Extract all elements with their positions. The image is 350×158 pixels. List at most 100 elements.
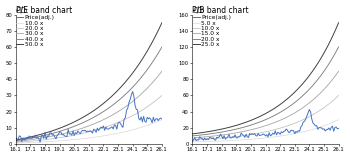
Price(adj.): [14, 136, 18, 138]
Price(adj.): [307, 109, 312, 110]
Line: 10.0 x: 10.0 x: [16, 120, 162, 143]
30.0 x: [150, 82, 154, 84]
25.0 x: [282, 101, 286, 103]
5.0 x: [327, 123, 331, 125]
10.0 x: [336, 94, 341, 96]
50.0 x: [160, 22, 164, 24]
Price(adj.): [49, 132, 53, 134]
50.0 x: [112, 93, 117, 95]
10.0 x: [252, 133, 257, 135]
15.0 x: [336, 70, 341, 72]
25.0 x: [252, 118, 257, 120]
10.0 x: [190, 139, 195, 141]
40.0 x: [112, 103, 117, 105]
25.0 x: [190, 133, 195, 135]
10.0 x: [289, 124, 293, 126]
30.0 x: [160, 70, 164, 72]
Price(adj.): [289, 129, 293, 131]
20.0 x: [105, 126, 109, 128]
20.0 x: [336, 46, 341, 48]
Price(adj.): [113, 125, 118, 126]
10.0 x: [28, 142, 33, 143]
Price(adj.): [336, 128, 341, 129]
20.0 x: [282, 109, 286, 111]
Text: (천원): (천원): [193, 8, 205, 13]
40.0 x: [14, 140, 18, 142]
20.0 x: [76, 134, 80, 135]
30.0 x: [112, 113, 117, 115]
Line: Price(adj.): Price(adj.): [193, 109, 338, 142]
Line: 20.0 x: 20.0 x: [193, 47, 338, 136]
25.0 x: [336, 22, 341, 24]
Price(adj.): [77, 132, 81, 134]
10.0 x: [150, 123, 154, 125]
40.0 x: [150, 62, 154, 64]
Line: 20.0 x: 20.0 x: [16, 95, 162, 142]
5.0 x: [289, 133, 293, 135]
Price(adj.): [282, 130, 286, 132]
50.0 x: [76, 119, 80, 121]
20.0 x: [14, 141, 18, 143]
10.0 x: [48, 141, 52, 143]
30.0 x: [48, 136, 52, 137]
20.0 x: [150, 102, 154, 104]
10.0 x: [160, 119, 164, 121]
20.0 x: [48, 138, 52, 140]
30.0 x: [105, 117, 109, 119]
Line: 30.0 x: 30.0 x: [16, 71, 162, 142]
Price(adj.): [38, 141, 42, 143]
20.0 x: [224, 130, 229, 132]
20.0 x: [252, 123, 257, 125]
25.0 x: [224, 127, 229, 129]
30.0 x: [28, 139, 33, 141]
Line: 15.0 x: 15.0 x: [193, 71, 338, 138]
50.0 x: [28, 136, 33, 138]
10.0 x: [105, 134, 109, 136]
40.0 x: [48, 133, 52, 135]
5.0 x: [252, 138, 257, 140]
Line: Price(adj.): Price(adj.): [16, 92, 162, 142]
40.0 x: [160, 46, 164, 48]
Price(adj.): [131, 91, 135, 93]
Price(adj.): [106, 128, 110, 130]
50.0 x: [105, 99, 109, 101]
5.0 x: [224, 140, 229, 142]
50.0 x: [150, 41, 154, 43]
50.0 x: [48, 131, 52, 133]
15.0 x: [190, 137, 195, 139]
Line: 10.0 x: 10.0 x: [193, 95, 338, 140]
Line: 25.0 x: 25.0 x: [193, 23, 338, 134]
20.0 x: [160, 94, 164, 96]
Line: 40.0 x: 40.0 x: [16, 47, 162, 141]
10.0 x: [282, 126, 286, 128]
Price(adj.): [224, 137, 229, 139]
Price(adj.): [328, 129, 332, 131]
10.0 x: [14, 142, 18, 144]
10.0 x: [76, 138, 80, 140]
15.0 x: [252, 128, 257, 130]
Price(adj.): [153, 120, 157, 122]
15.0 x: [205, 136, 209, 138]
20.0 x: [205, 133, 209, 135]
40.0 x: [105, 108, 109, 110]
20.0 x: [112, 123, 117, 125]
50.0 x: [14, 139, 18, 141]
Price(adj.): [28, 136, 33, 138]
40.0 x: [76, 124, 80, 126]
Line: 5.0 x: 5.0 x: [193, 120, 338, 142]
30.0 x: [76, 129, 80, 131]
10.0 x: [205, 138, 209, 140]
15.0 x: [282, 118, 286, 120]
20.0 x: [28, 140, 33, 142]
5.0 x: [205, 141, 209, 143]
15.0 x: [224, 133, 229, 135]
Price(adj.): [190, 141, 195, 143]
Line: 50.0 x: 50.0 x: [16, 23, 162, 140]
20.0 x: [289, 104, 293, 106]
15.0 x: [327, 83, 331, 85]
5.0 x: [190, 141, 195, 143]
25.0 x: [327, 43, 331, 45]
Price(adj.): [205, 138, 209, 140]
20.0 x: [190, 135, 195, 137]
10.0 x: [224, 137, 229, 139]
